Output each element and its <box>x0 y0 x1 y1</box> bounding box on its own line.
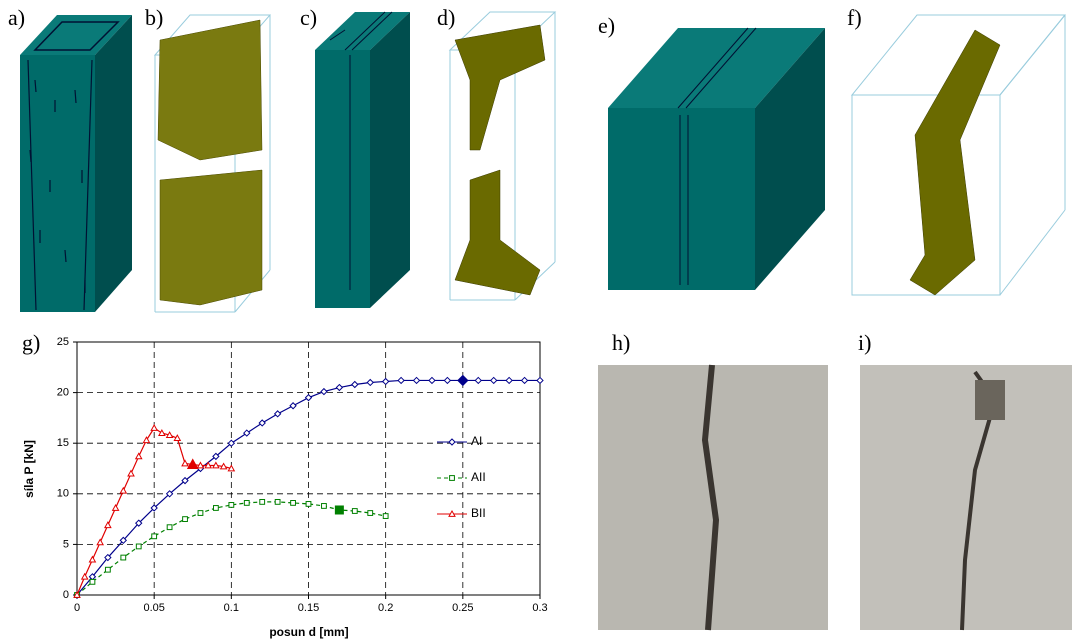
data-point <box>128 471 134 476</box>
x-axis-title: posun d [mm] <box>269 625 348 639</box>
x-tick-label: 0.2 <box>378 602 393 614</box>
legend-label: AI <box>471 434 482 448</box>
data-point <box>306 395 312 401</box>
y-tick-label: 0 <box>63 589 69 601</box>
panel-label: g) <box>22 330 40 355</box>
panel-label: e) <box>598 13 615 38</box>
data-point <box>506 377 512 383</box>
data-point <box>244 501 249 506</box>
data-point <box>259 420 265 426</box>
data-point <box>335 506 343 514</box>
render-f <box>852 15 1065 295</box>
data-point <box>152 534 157 539</box>
data-point <box>90 579 95 584</box>
y-tick-label: 20 <box>57 387 69 399</box>
data-point <box>151 425 157 430</box>
panel-label: d) <box>437 5 455 30</box>
figure: posun d [mm] síla P [kN] a) b) c) d) e) f) g) h… <box>0 0 1074 640</box>
data-point <box>491 377 497 383</box>
render-c <box>315 12 410 308</box>
data-point <box>113 505 119 510</box>
data-point <box>336 385 342 391</box>
data-point <box>414 377 420 383</box>
data-point <box>275 499 280 504</box>
photo-h <box>598 365 828 630</box>
figure-canvas: posun d [mm] síla P [kN] a) b) c) d) e) f) g) h… <box>0 0 1074 640</box>
x-tick-label: 0 <box>74 602 80 614</box>
data-point <box>383 378 389 384</box>
x-tick-label: 0.15 <box>298 602 319 614</box>
data-point <box>352 382 358 388</box>
render-a <box>20 15 132 312</box>
data-point <box>367 379 373 385</box>
y-tick-label: 15 <box>57 437 69 449</box>
render-d <box>450 12 555 300</box>
data-point <box>105 522 111 527</box>
y-tick-label: 5 <box>63 538 69 550</box>
data-point <box>458 375 468 385</box>
data-point <box>159 430 165 435</box>
data-point <box>105 567 110 572</box>
data-point <box>290 403 296 409</box>
photo-i <box>860 365 1072 630</box>
data-point <box>244 430 250 436</box>
data-point <box>214 506 219 511</box>
x-tick-label: 0.05 <box>143 602 164 614</box>
data-point <box>522 377 528 383</box>
data-point <box>322 504 327 509</box>
data-point <box>475 377 481 383</box>
data-point <box>352 509 357 514</box>
data-point <box>89 557 95 562</box>
data-point <box>321 389 327 395</box>
data-point <box>198 511 203 516</box>
data-point <box>275 411 281 417</box>
data-point <box>229 503 234 508</box>
legend-marker <box>449 439 455 445</box>
panel-label: i) <box>858 330 871 355</box>
data-point <box>121 555 126 560</box>
render-b <box>155 15 270 312</box>
data-point <box>82 574 88 579</box>
data-point <box>383 514 388 519</box>
data-point <box>183 517 188 522</box>
legend-marker <box>450 476 455 481</box>
y-axis-title: síla P [kN] <box>22 440 36 498</box>
data-point <box>120 488 126 493</box>
y-tick-label: 10 <box>57 488 69 500</box>
data-point <box>260 499 265 504</box>
x-tick-label: 0.25 <box>452 602 473 614</box>
data-point <box>136 453 142 458</box>
render-e <box>608 28 825 290</box>
data-point <box>537 377 543 383</box>
y-tick-label: 25 <box>57 336 69 348</box>
panel-label: a) <box>8 5 25 30</box>
x-tick-label: 0.1 <box>224 602 239 614</box>
panel-label: f) <box>847 5 862 30</box>
panel-label: h) <box>612 330 630 355</box>
data-point <box>398 377 404 383</box>
data-point <box>444 377 450 383</box>
legend-label: AII <box>471 470 486 484</box>
panel-label: b) <box>145 5 163 30</box>
data-point <box>97 539 103 544</box>
legend-label: BII <box>471 506 486 520</box>
data-point <box>429 377 435 383</box>
data-point <box>167 525 172 530</box>
data-point <box>291 501 296 506</box>
data-point <box>136 544 141 549</box>
data-point <box>306 502 311 507</box>
x-tick-label: 0.3 <box>532 602 547 614</box>
data-point <box>368 511 373 516</box>
panel-label: c) <box>300 5 317 30</box>
